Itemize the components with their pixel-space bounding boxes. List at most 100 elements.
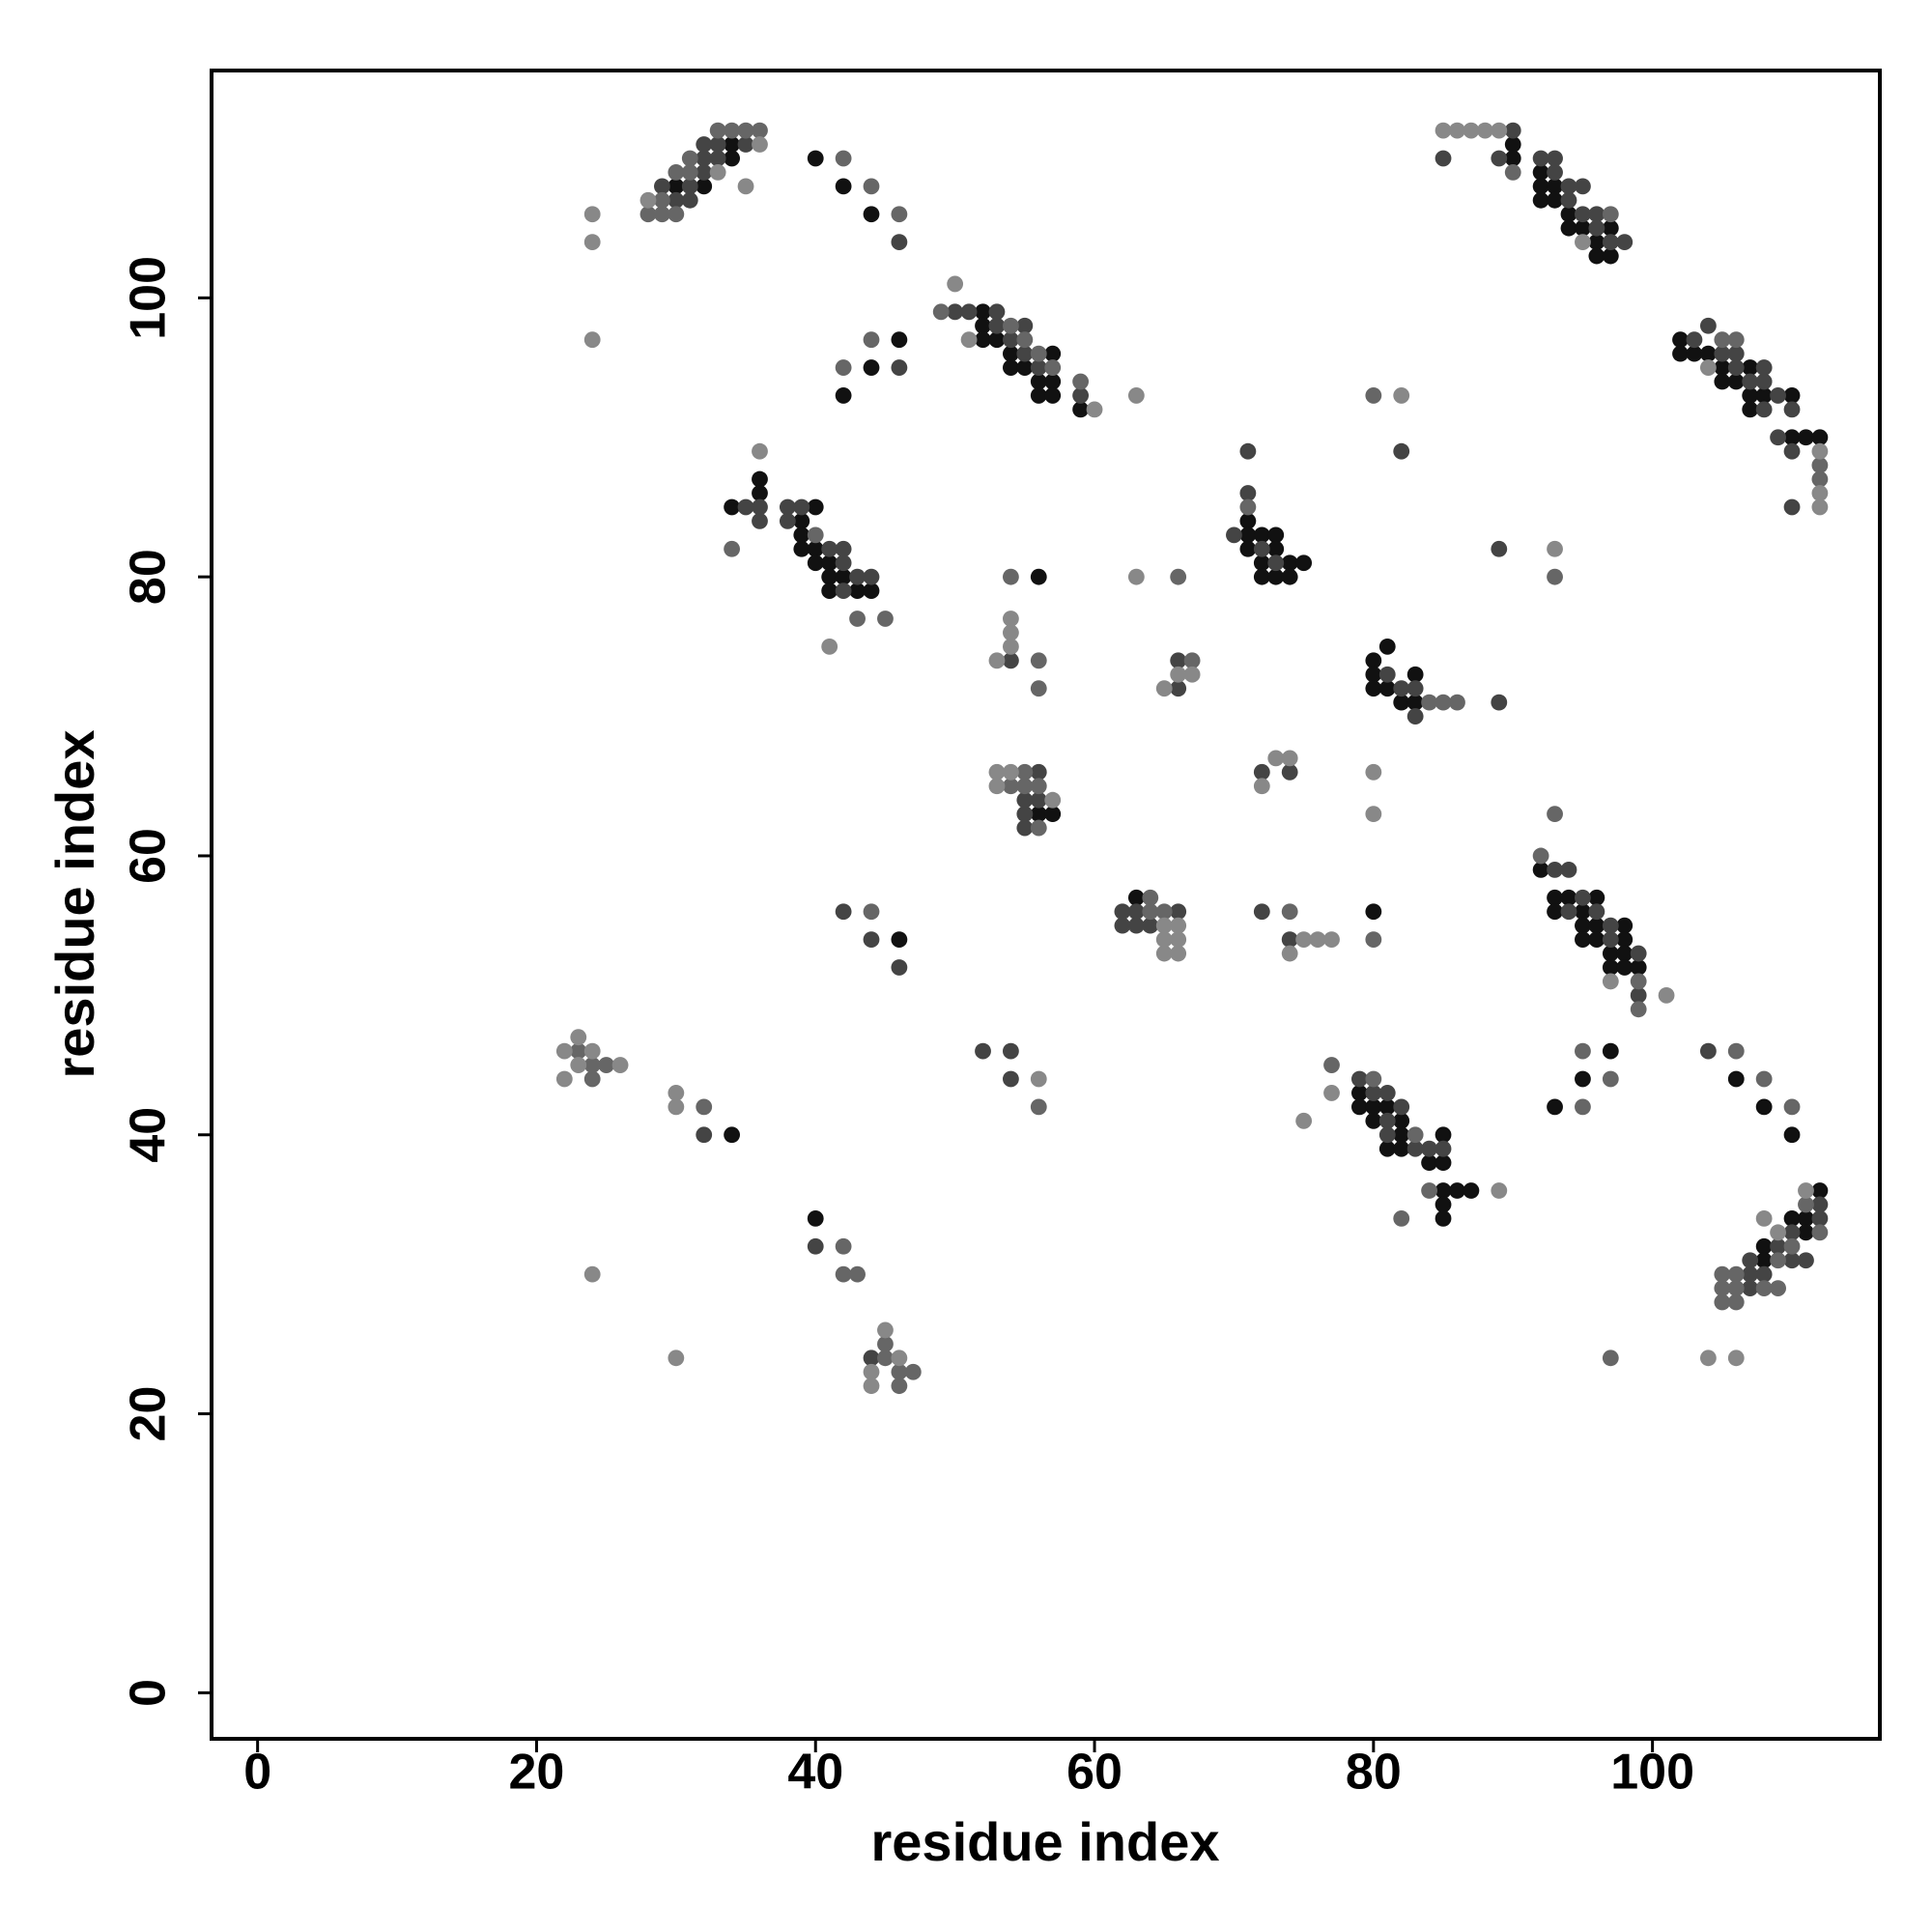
contact-point — [863, 931, 880, 948]
contact-point — [1727, 1293, 1745, 1311]
contact-point — [1030, 1098, 1047, 1116]
contact-point — [752, 485, 768, 501]
contact-point — [1755, 387, 1773, 404]
contact-point — [570, 1042, 587, 1060]
contact-point — [1003, 1070, 1019, 1088]
contact-point — [1170, 917, 1187, 934]
contact-point — [1393, 1209, 1410, 1227]
contact-point — [1755, 359, 1773, 376]
contact-point — [835, 387, 852, 404]
contact-point — [1323, 931, 1340, 948]
contact-point — [1365, 1112, 1382, 1129]
contact-point — [1003, 345, 1019, 362]
contact-point — [863, 1363, 880, 1380]
contact-point — [1030, 1070, 1047, 1088]
contact-point — [1435, 1140, 1452, 1157]
contact-point — [1003, 611, 1019, 627]
contact-point — [598, 1057, 615, 1073]
contact-point — [737, 136, 754, 153]
contact-point — [807, 498, 824, 516]
contact-point — [1072, 401, 1089, 418]
contact-point — [1281, 763, 1298, 781]
contact-point — [1393, 680, 1410, 697]
contact-point — [1365, 931, 1382, 948]
contact-point — [835, 1265, 852, 1283]
contact-point — [1755, 1237, 1773, 1255]
contact-point — [1727, 1042, 1745, 1060]
contact-point — [709, 136, 726, 153]
contact-point — [681, 178, 698, 195]
contact-point — [1755, 1280, 1773, 1296]
contact-point — [807, 554, 824, 572]
contact-point — [835, 554, 852, 572]
contact-point — [1699, 317, 1717, 334]
contact-point — [1267, 540, 1285, 557]
contact-point — [1560, 889, 1577, 906]
contact-point — [1727, 373, 1745, 390]
contact-point — [1393, 1126, 1410, 1144]
contact-point — [988, 763, 1006, 781]
x-axis-title: residue index — [870, 1811, 1219, 1872]
contact-point — [988, 778, 1006, 795]
contact-point — [1016, 331, 1034, 349]
contact-point — [654, 178, 670, 195]
contact-point — [1491, 1182, 1508, 1199]
contact-point — [821, 568, 838, 585]
contact-point — [1770, 387, 1786, 404]
contact-point — [1239, 485, 1257, 501]
contact-point — [1435, 694, 1452, 711]
contact-point — [1016, 791, 1034, 809]
contact-point — [1742, 373, 1759, 390]
contact-point — [752, 136, 768, 153]
contact-point — [863, 359, 880, 376]
contact-point — [835, 540, 852, 557]
contact-point — [1030, 568, 1047, 585]
contact-point — [1155, 903, 1173, 921]
contact-point — [1783, 1252, 1801, 1269]
contact-point — [1491, 150, 1508, 167]
contact-point — [1155, 917, 1173, 934]
contact-point — [654, 206, 670, 223]
contact-point — [1239, 498, 1257, 516]
contact-point — [1798, 1224, 1814, 1241]
contact-point — [1798, 1182, 1814, 1199]
contact-point — [821, 638, 838, 655]
contact-point — [1044, 387, 1062, 404]
contact-point — [863, 206, 880, 223]
contact-point — [1449, 1182, 1465, 1199]
contact-point — [1127, 387, 1145, 404]
contact-point — [1044, 791, 1062, 809]
contact-point — [1602, 219, 1619, 237]
contact-point — [1742, 1280, 1759, 1296]
contact-point — [1350, 1098, 1368, 1116]
contact-point — [1365, 1070, 1382, 1088]
contact-point — [1267, 526, 1285, 544]
contact-point — [1560, 862, 1577, 878]
contact-point — [835, 359, 852, 376]
contact-point — [724, 1126, 741, 1144]
contact-point — [779, 498, 796, 516]
contact-point — [1127, 903, 1145, 921]
contact-point — [1170, 945, 1187, 962]
contact-point — [1742, 387, 1759, 404]
contact-point — [1755, 1070, 1773, 1088]
contact-point — [947, 303, 964, 321]
contact-point — [1016, 345, 1034, 362]
contact-point — [1378, 1140, 1396, 1157]
contact-point — [1253, 763, 1270, 781]
contact-point — [807, 1209, 824, 1227]
y-tick-label: 100 — [121, 256, 177, 340]
contact-point — [1463, 122, 1480, 139]
contact-point — [877, 1350, 894, 1367]
contact-point — [863, 582, 880, 600]
contact-point — [891, 959, 908, 976]
contact-point — [1588, 931, 1605, 948]
contact-point — [1742, 401, 1759, 418]
contact-point — [1016, 819, 1034, 837]
contact-point — [1030, 791, 1047, 809]
x-tick-label: 40 — [787, 1745, 843, 1801]
contact-point — [1393, 1098, 1410, 1116]
contact-point — [1560, 178, 1577, 195]
contact-point — [1030, 763, 1047, 781]
contact-point — [1309, 931, 1326, 948]
